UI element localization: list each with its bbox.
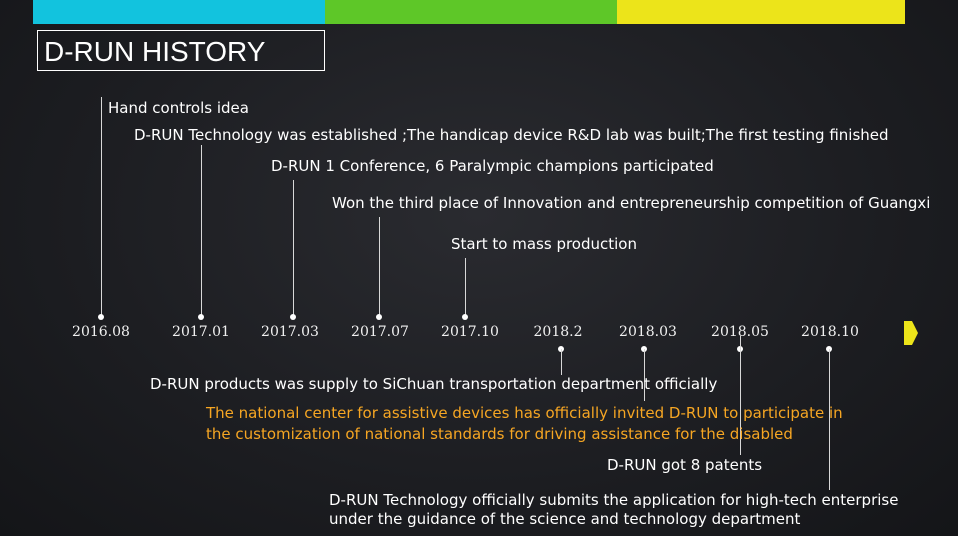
date-label: 2016.08	[72, 324, 130, 340]
connector-line	[293, 180, 294, 317]
event-text: Won the third place of Innovation and en…	[332, 194, 931, 212]
timeline-segment-2016-2017	[33, 0, 325, 24]
timeline-segment-2018	[617, 0, 905, 24]
event-text: D-RUN got 8 patents	[607, 456, 763, 474]
connector-dot	[290, 314, 296, 320]
connector-dot	[198, 314, 204, 320]
date-label: 2017.10	[441, 324, 499, 340]
arrow-head-icon	[904, 321, 918, 345]
date-label: 2017.03	[261, 324, 319, 340]
connector-line	[465, 258, 466, 317]
date-label: 2018.05	[711, 324, 769, 340]
date-label: 2017.07	[351, 324, 409, 340]
event-text: D-RUN Technology was established ;The ha…	[134, 126, 889, 144]
event-text: Start to mass production	[451, 235, 637, 253]
timeline-segment-2017-2018	[325, 0, 617, 24]
connector-line	[829, 349, 830, 490]
page-title: D-RUN HISTORY	[37, 30, 325, 71]
connector-line	[201, 145, 202, 317]
date-label: 2018.2	[533, 324, 583, 340]
connector-line	[561, 349, 562, 375]
connector-line	[740, 336, 741, 455]
connector-line	[644, 349, 645, 401]
event-text-highlight: The national center for assistive device…	[206, 404, 843, 422]
event-text: D-RUN Technology officially submits the …	[329, 491, 899, 509]
connector-line	[101, 97, 102, 317]
event-text-highlight: the customization of national standards …	[206, 425, 793, 443]
event-text: D-RUN 1 Conference, 6 Paralympic champio…	[271, 157, 714, 175]
date-label: 2018.03	[619, 324, 677, 340]
event-text: under the guidance of the science and te…	[329, 510, 801, 528]
connector-dot	[376, 314, 382, 320]
event-text: D-RUN products was supply to SiChuan tra…	[150, 375, 718, 393]
connector-line	[379, 217, 380, 317]
date-label: 2017.01	[172, 324, 230, 340]
date-label: 2018.10	[801, 324, 859, 340]
connector-dot	[462, 314, 468, 320]
event-text: Hand controls idea	[108, 99, 249, 117]
connector-dot	[98, 314, 104, 320]
